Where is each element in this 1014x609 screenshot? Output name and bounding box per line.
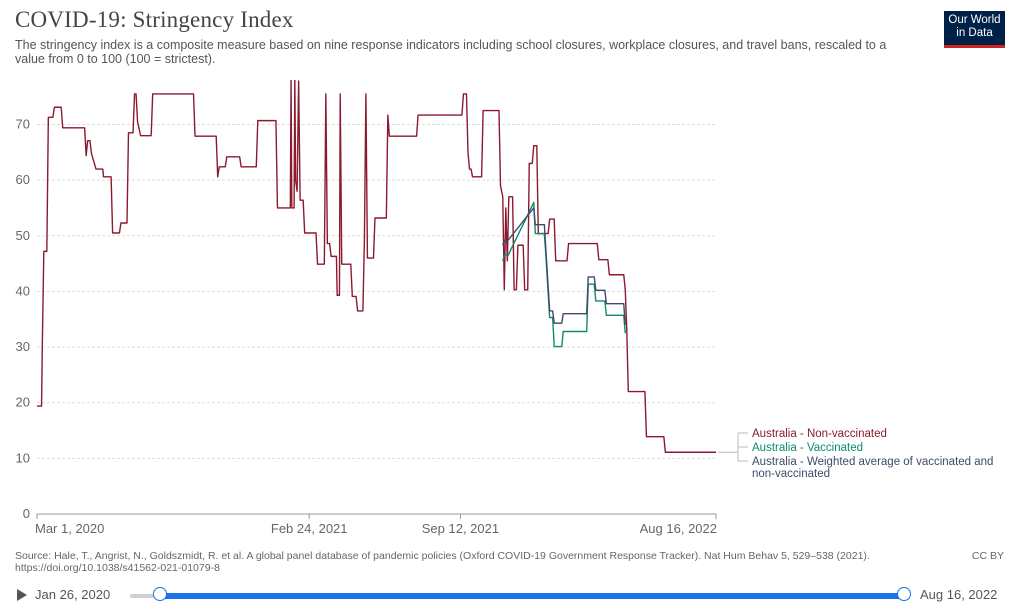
chart-title: COVID-19: Stringency Index <box>15 7 294 32</box>
x-tick-label: Mar 1, 2020 <box>35 521 104 536</box>
source-doi-link[interactable]: https://doi.org/10.1038/s41562-021-01079… <box>15 562 220 574</box>
timeline-start-handle[interactable] <box>153 587 167 601</box>
y-tick-label: 60 <box>16 172 30 187</box>
y-tick-label: 30 <box>16 339 30 354</box>
timeline-start-label: Jan 26, 2020 <box>35 587 111 602</box>
x-tick-label: Sep 12, 2021 <box>422 521 499 536</box>
legend: Australia - Non-vaccinated Australia - Va… <box>718 428 993 480</box>
source-note: Source: Hale, T., Angrist, N., Goldszmid… <box>15 550 915 574</box>
y-tick-label: 0 <box>23 506 30 521</box>
y-axis-ticks: 0 10 20 30 40 50 60 70 <box>16 117 30 521</box>
logo-line-1: Our World <box>948 14 1001 26</box>
timeline-selected-range <box>160 593 904 599</box>
x-tick-label: Feb 24, 2021 <box>271 521 348 536</box>
legend-item-1[interactable]: Australia - Vaccinated <box>752 442 863 454</box>
series-line-0[interactable] <box>37 80 716 453</box>
stringency-chart: 0 10 20 30 40 50 60 70 Mar 1, 2020 Feb 24, 2021 S… <box>16 80 993 536</box>
play-icon[interactable] <box>17 589 27 601</box>
y-tick-label: 40 <box>16 283 30 298</box>
y-tick-label: 70 <box>16 117 30 132</box>
legend-item-2[interactable]: Australia - Weighted average of vaccinat… <box>752 456 993 480</box>
logo-line-2: in Data <box>956 27 993 39</box>
chart-subtitle: The stringency index is a composite meas… <box>15 38 887 66</box>
timeline-end-handle[interactable] <box>897 587 911 601</box>
license-link[interactable]: CC BY <box>971 550 1004 562</box>
series-line-2[interactable] <box>502 207 626 325</box>
x-axis-ticks: Mar 1, 2020 Feb 24, 2021 Sep 12, 2021 Aug 1… <box>35 513 717 536</box>
grid-lines <box>37 124 716 459</box>
owid-logo[interactable]: Our World in Data <box>944 11 1005 48</box>
timeline-end-label: Aug 16, 2022 <box>920 587 998 602</box>
series-lines <box>37 80 716 453</box>
y-tick-label: 50 <box>16 228 30 243</box>
timeline-slider[interactable]: Jan 26, 2020 Aug 16, 2022 <box>0 584 1014 608</box>
y-tick-label: 10 <box>16 450 30 465</box>
source-citation: Source: Hale, T., Angrist, N., Goldszmid… <box>15 550 870 562</box>
legend-item-0[interactable]: Australia - Non-vaccinated <box>752 428 887 440</box>
y-tick-label: 20 <box>16 395 30 410</box>
x-tick-label: Aug 16, 2022 <box>640 521 717 536</box>
